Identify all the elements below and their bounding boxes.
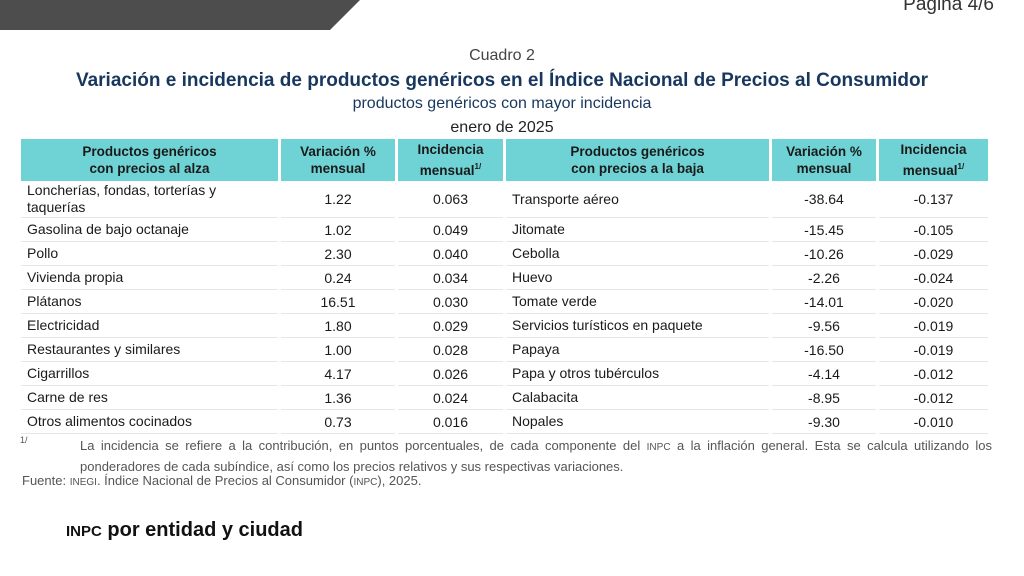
up-product-name: Pollo [21, 242, 278, 266]
up-product-name: Gasolina de bajo octanaje [21, 218, 278, 242]
table-header-row: Productos genéricos con precios al alza V… [21, 139, 988, 181]
table-row: Cigarrillos 4.17 0.026 Papa y otros tubé… [21, 362, 988, 386]
down-incidence: -0.019 [879, 314, 988, 338]
down-variation: -16.50 [772, 338, 876, 362]
table-title: Variación e incidencia de productos gené… [75, 70, 929, 91]
up-product-name: Plátanos [21, 290, 278, 314]
up-variation: 4.17 [281, 362, 395, 386]
footnote-mark: 1/ [20, 435, 28, 445]
up-incidence: 0.029 [398, 314, 503, 338]
down-incidence: -0.012 [879, 386, 988, 410]
header-down-incidence: Incidencia mensual1/ [879, 139, 988, 181]
up-variation: 2.30 [281, 242, 395, 266]
up-incidence: 0.030 [398, 290, 503, 314]
header-banner-shape [0, 0, 360, 30]
up-product-name: Carne de res [21, 386, 278, 410]
up-incidence: 0.040 [398, 242, 503, 266]
down-variation: -8.95 [772, 386, 876, 410]
header-up-incidence: Incidencia mensual1/ [398, 139, 503, 181]
up-incidence: 0.034 [398, 266, 503, 290]
table-row: Loncherías, fondas, torterías y taquería… [21, 181, 988, 218]
down-incidence: -0.137 [879, 181, 988, 218]
up-incidence: 0.063 [398, 181, 503, 218]
down-product-name: Huevo [506, 266, 769, 290]
down-incidence: -0.029 [879, 242, 988, 266]
down-variation: -4.14 [772, 362, 876, 386]
down-incidence: -0.020 [879, 290, 988, 314]
table-row: Vivienda propia 0.24 0.034 Huevo -2.26 -… [21, 266, 988, 290]
down-product-name: Tomate verde [506, 290, 769, 314]
up-variation: 1.22 [281, 181, 395, 218]
down-variation: -14.01 [772, 290, 876, 314]
down-incidence: -0.010 [879, 410, 988, 434]
down-product-name: Papa y otros tubérculos [506, 362, 769, 386]
down-variation: -9.56 [772, 314, 876, 338]
up-product-name: Electricidad [21, 314, 278, 338]
down-incidence: -0.012 [879, 362, 988, 386]
table-row: Carne de res 1.36 0.024 Calabacita -8.95… [21, 386, 988, 410]
up-variation: 1.36 [281, 386, 395, 410]
up-variation: 1.02 [281, 218, 395, 242]
up-variation: 1.80 [281, 314, 395, 338]
down-incidence: -0.019 [879, 338, 988, 362]
down-variation: -9.30 [772, 410, 876, 434]
down-variation: -15.45 [772, 218, 876, 242]
page-number: Página 4/6 [903, 0, 994, 15]
table-row: Electricidad 1.80 0.029 Servicios turíst… [21, 314, 988, 338]
down-product-name: Papaya [506, 338, 769, 362]
down-product-name: Nopales [506, 410, 769, 434]
table-row: Plátanos 16.51 0.030 Tomate verde -14.01… [21, 290, 988, 314]
up-variation: 1.00 [281, 338, 395, 362]
table-row: Restaurantes y similares 1.00 0.028 Papa… [21, 338, 988, 362]
source-note: Fuente: INEGI. Índice Nacional de Precio… [22, 473, 422, 488]
down-product-name: Jitomate [506, 218, 769, 242]
up-incidence: 0.049 [398, 218, 503, 242]
up-product-name: Vivienda propia [21, 266, 278, 290]
header-down-products: Productos genéricos con precios a la baja [506, 139, 769, 181]
up-incidence: 0.024 [398, 386, 503, 410]
table-period: enero de 2025 [450, 119, 554, 136]
up-variation: 16.51 [281, 290, 395, 314]
down-variation: -10.26 [772, 242, 876, 266]
down-variation: -38.64 [772, 181, 876, 218]
header-up-products: Productos genéricos con precios al alza [21, 139, 278, 181]
footnote-text: La incidencia se refiere a la contribuci… [80, 438, 992, 474]
section-heading: INPC por entidad y ciudad [66, 519, 303, 541]
up-variation: 0.24 [281, 266, 395, 290]
up-variation: 0.73 [281, 410, 395, 434]
down-product-name: Servicios turísticos en paquete [506, 314, 769, 338]
incidence-table: Productos genéricos con precios al alza V… [18, 139, 991, 434]
down-incidence: -0.105 [879, 218, 988, 242]
down-variation: -2.26 [772, 266, 876, 290]
table-subtitle: productos genéricos con mayor incidencia [352, 95, 652, 112]
up-incidence: 0.016 [398, 410, 503, 434]
table-row: Gasolina de bajo octanaje 1.02 0.049 Jit… [21, 218, 988, 242]
table-label: Cuadro 2 [469, 47, 535, 64]
down-incidence: -0.024 [879, 266, 988, 290]
up-incidence: 0.026 [398, 362, 503, 386]
table-row: Pollo 2.30 0.040 Cebolla -10.26 -0.029 [21, 242, 988, 266]
up-product-name: Cigarrillos [21, 362, 278, 386]
table-row: Otros alimentos cocinados 0.73 0.016 Nop… [21, 410, 988, 434]
up-product-name: Loncherías, fondas, torterías y taquería… [21, 181, 278, 218]
up-product-name: Otros alimentos cocinados [21, 410, 278, 434]
header-down-variation: Variación % mensual [772, 139, 876, 181]
down-product-name: Calabacita [506, 386, 769, 410]
header-up-variation: Variación % mensual [281, 139, 395, 181]
up-product-name: Restaurantes y similares [21, 338, 278, 362]
down-product-name: Cebolla [506, 242, 769, 266]
up-incidence: 0.028 [398, 338, 503, 362]
down-product-name: Transporte aéreo [506, 181, 769, 218]
